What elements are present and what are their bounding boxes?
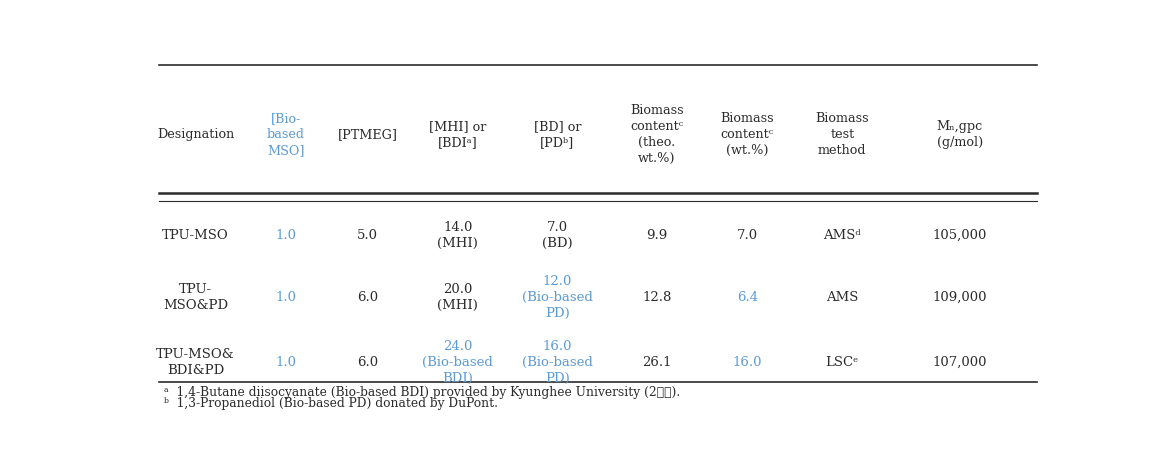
Text: 12.8: 12.8: [642, 290, 671, 304]
Text: 1.0: 1.0: [275, 290, 296, 304]
Text: TPU-MSO: TPU-MSO: [162, 229, 229, 242]
Text: LSCᵉ: LSCᵉ: [826, 356, 859, 368]
Text: 16.0
(Bio-based
PD): 16.0 (Bio-based PD): [522, 340, 593, 385]
Text: 24.0
(Bio-based
BDI): 24.0 (Bio-based BDI): [422, 340, 494, 385]
Text: 16.0: 16.0: [733, 356, 762, 368]
Text: Biomass
contentᶜ
(wt.%): Biomass contentᶜ (wt.%): [720, 112, 774, 157]
Text: TPU-
MSO&PD: TPU- MSO&PD: [163, 282, 229, 312]
Text: Biomass
contentᶜ
(theo.
wt.%): Biomass contentᶜ (theo. wt.%): [630, 104, 684, 164]
Text: 107,000: 107,000: [932, 356, 987, 368]
Text: Designation: Designation: [158, 128, 235, 141]
Text: [MHI] or
[BDIᵃ]: [MHI] or [BDIᵃ]: [429, 120, 487, 149]
Text: 1.0: 1.0: [275, 356, 296, 368]
Text: 26.1: 26.1: [642, 356, 672, 368]
Text: 20.0
(MHI): 20.0 (MHI): [438, 282, 478, 312]
Text: 14.0
(MHI): 14.0 (MHI): [438, 221, 478, 250]
Text: 5.0: 5.0: [357, 229, 378, 242]
Text: 6.0: 6.0: [357, 356, 378, 368]
Text: 9.9: 9.9: [647, 229, 668, 242]
Text: 7.0: 7.0: [736, 229, 757, 242]
Text: ᵃ  1,4-Butane diisocyanate (Bio-based BDI) provided by Kyunghee University (2세부): ᵃ 1,4-Butane diisocyanate (Bio-based BDI…: [163, 386, 680, 399]
Text: TPU-MSO&
BDI&PD: TPU-MSO& BDI&PD: [156, 348, 235, 377]
Text: ᵇ  1,3-Propanediol (Bio-based PD) donated by DuPont.: ᵇ 1,3-Propanediol (Bio-based PD) donated…: [163, 397, 498, 409]
Text: Biomass
test
method: Biomass test method: [816, 112, 869, 157]
Text: Mₙ,gpc
(g/mol): Mₙ,gpc (g/mol): [937, 120, 983, 149]
Text: 105,000: 105,000: [932, 229, 987, 242]
Text: 1.0: 1.0: [275, 229, 296, 242]
Text: 109,000: 109,000: [932, 290, 987, 304]
Text: 6.4: 6.4: [736, 290, 757, 304]
Text: 7.0
(BD): 7.0 (BD): [543, 221, 573, 250]
Text: [PTMEG]: [PTMEG]: [337, 128, 398, 141]
Text: AMSᵈ: AMSᵈ: [824, 229, 861, 242]
Text: 12.0
(Bio-based
PD): 12.0 (Bio-based PD): [522, 274, 593, 320]
Text: AMS: AMS: [826, 290, 859, 304]
Text: [BD] or
[PDᵇ]: [BD] or [PDᵇ]: [533, 120, 581, 149]
Text: 6.0: 6.0: [357, 290, 378, 304]
Text: [Bio-
based
MSO]: [Bio- based MSO]: [267, 112, 305, 157]
